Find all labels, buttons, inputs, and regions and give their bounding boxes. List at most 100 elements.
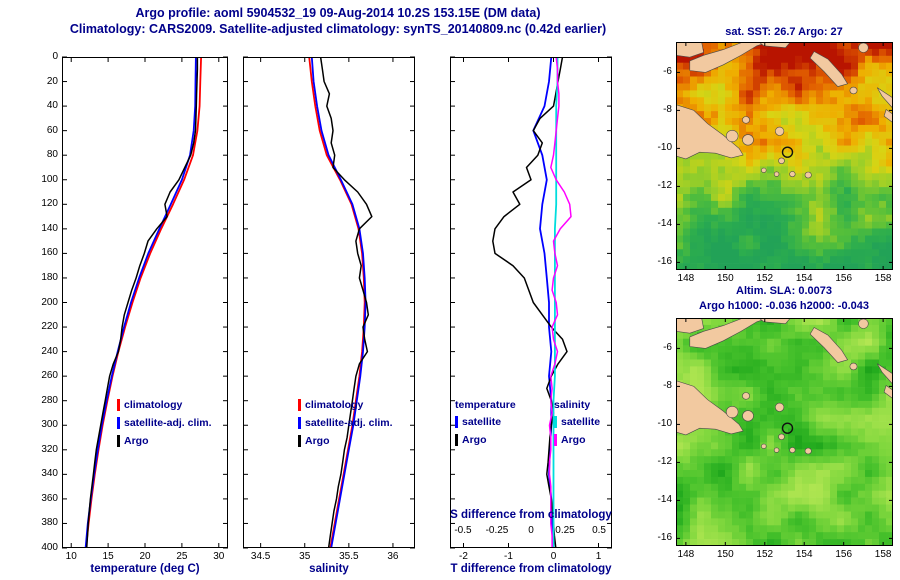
sla-map-title-line1: Altim. SLA: 0.0073 — [736, 285, 832, 297]
map-svg-sst — [675, 41, 894, 271]
island-louisiade-2 — [773, 447, 780, 453]
argo-position-marker — [781, 422, 794, 434]
island-louisiade-1 — [761, 443, 767, 449]
x-axis-label-difference: T difference from climatology — [450, 563, 612, 575]
map-sst — [675, 41, 894, 271]
s-tick-label: -0.25 — [485, 525, 509, 536]
map-x-tick-label: 154 — [795, 549, 813, 560]
x-tick-label: 35 — [299, 551, 311, 562]
map-x-tick-label: 148 — [677, 549, 695, 560]
y-tick-label: 100 — [41, 173, 58, 185]
legend-label: Argo — [462, 434, 487, 446]
x-tick-label: 36 — [387, 551, 399, 562]
x-tick-label: 30 — [213, 551, 225, 562]
land-layer — [675, 41, 894, 179]
legend-item: satellite-adj. clim. — [117, 414, 212, 432]
y-tick-label: 60 — [46, 124, 58, 136]
x-axis-label-temperature: temperature (deg C) — [90, 563, 200, 575]
island-rossel — [804, 171, 812, 179]
panel-border-salinity — [243, 57, 415, 548]
x-tick-label: -2 — [459, 551, 468, 562]
satellite-legend-mark-icon — [455, 416, 458, 428]
legend-label: satellite — [462, 416, 502, 428]
x-tick-label: 15 — [102, 551, 114, 562]
island-shortland — [849, 86, 858, 95]
legend-item: climatology — [117, 396, 212, 414]
y-tick-label: 160 — [41, 247, 58, 259]
profile-line-temperature-climatology — [85, 57, 202, 548]
island-normanby — [742, 410, 754, 422]
profile-line-temperature-argo — [85, 57, 199, 548]
legend-label: Argo — [561, 434, 586, 446]
island-louisiade-2 — [773, 171, 780, 177]
map-svg-sla — [675, 317, 894, 547]
y-tick-label: 180 — [41, 271, 58, 283]
legend-item: Argo — [298, 432, 393, 450]
land-papua-mainland — [675, 380, 744, 436]
legend: climatology satellite-adj. clim. Argo — [117, 396, 212, 450]
legend-item: satellite — [554, 413, 600, 431]
map-sla — [675, 317, 894, 547]
profile-line-salinity-climatology — [308, 57, 366, 548]
y-tick-label: 280 — [41, 394, 58, 406]
island-buka — [858, 42, 869, 53]
legend-item: climatology — [298, 396, 393, 414]
legend-header: temperature — [455, 398, 516, 411]
island-buka — [858, 318, 869, 329]
island-louisiade-1 — [761, 167, 767, 173]
map-x-tick-label: 148 — [677, 273, 695, 284]
map-x-tick-label: 152 — [756, 273, 774, 284]
legend: climatology satellite-adj. clim. Argo — [298, 396, 393, 450]
map-x-tick-label: 150 — [716, 273, 734, 284]
x-tick-label: -1 — [504, 551, 513, 562]
legend-label: climatology — [305, 399, 364, 411]
legend-item: satellite-adj. clim. — [298, 414, 393, 432]
x-tick-label: 25 — [176, 551, 188, 562]
map-y-tick-label: -16 — [657, 532, 672, 544]
map-y-tick-label: -10 — [657, 142, 672, 154]
y-tick-label: 20 — [46, 75, 58, 87]
map-y-tick-label: -8 — [663, 380, 672, 392]
land-bougainville — [809, 51, 849, 87]
legend-label: satellite — [561, 416, 601, 428]
map-x-tick-label: 154 — [795, 273, 813, 284]
s-tick-label: 0 — [528, 525, 534, 536]
profile-line-temperature-satellite-adj-clim — [84, 57, 197, 548]
legend-item: Argo — [554, 431, 600, 449]
sla-map-title-line2: Argo h1000: -0.036 h2000: -0.043 — [699, 300, 869, 312]
island-louisiade-3 — [789, 447, 796, 454]
x-tick-label: 1 — [595, 551, 602, 562]
map-y-tick-label: -8 — [663, 104, 672, 116]
map-border — [676, 42, 893, 270]
y-tick-label: 140 — [41, 222, 58, 234]
map-x-tick-label: 158 — [874, 273, 892, 284]
y-tick-label: 40 — [46, 100, 58, 112]
y-tick-label: 200 — [41, 296, 58, 308]
map-y-tick-label: -12 — [657, 180, 672, 192]
argo-legend-mark-icon — [117, 435, 120, 447]
legend: temperature satellite Argo — [455, 396, 516, 449]
profile-line-difference-s-argo — [548, 57, 572, 548]
island-goodenough — [725, 130, 739, 143]
map-x-tick-label: 156 — [835, 273, 853, 284]
y-tick-label: 400 — [41, 542, 58, 553]
figure-title-line2: Climatology: CARS2009. Satellite-adjuste… — [69, 22, 607, 36]
map-x-tick-label: 158 — [874, 549, 892, 560]
y-tick-label: 120 — [41, 198, 58, 210]
legend-item: satellite — [455, 413, 516, 431]
argo-legend-mark-icon — [455, 434, 458, 446]
legend-item: Argo — [455, 431, 516, 449]
island-woodlark — [774, 126, 785, 136]
x-axis-label-salinity: salinity — [309, 563, 349, 575]
x-tick-label: 20 — [139, 551, 151, 562]
satellite-adj-clim--legend-mark-icon — [298, 417, 301, 429]
s-tick-label: 0.5 — [592, 525, 606, 536]
land-papua-mainland — [675, 104, 744, 160]
map-y-tick-label: -14 — [657, 494, 672, 506]
legend-item: Argo — [117, 432, 212, 450]
x-tick-label: 34.5 — [250, 551, 271, 562]
x-tick-label: 0 — [550, 551, 557, 562]
island-trobriand — [742, 392, 750, 400]
x-tick-label: 35.5 — [339, 551, 359, 562]
